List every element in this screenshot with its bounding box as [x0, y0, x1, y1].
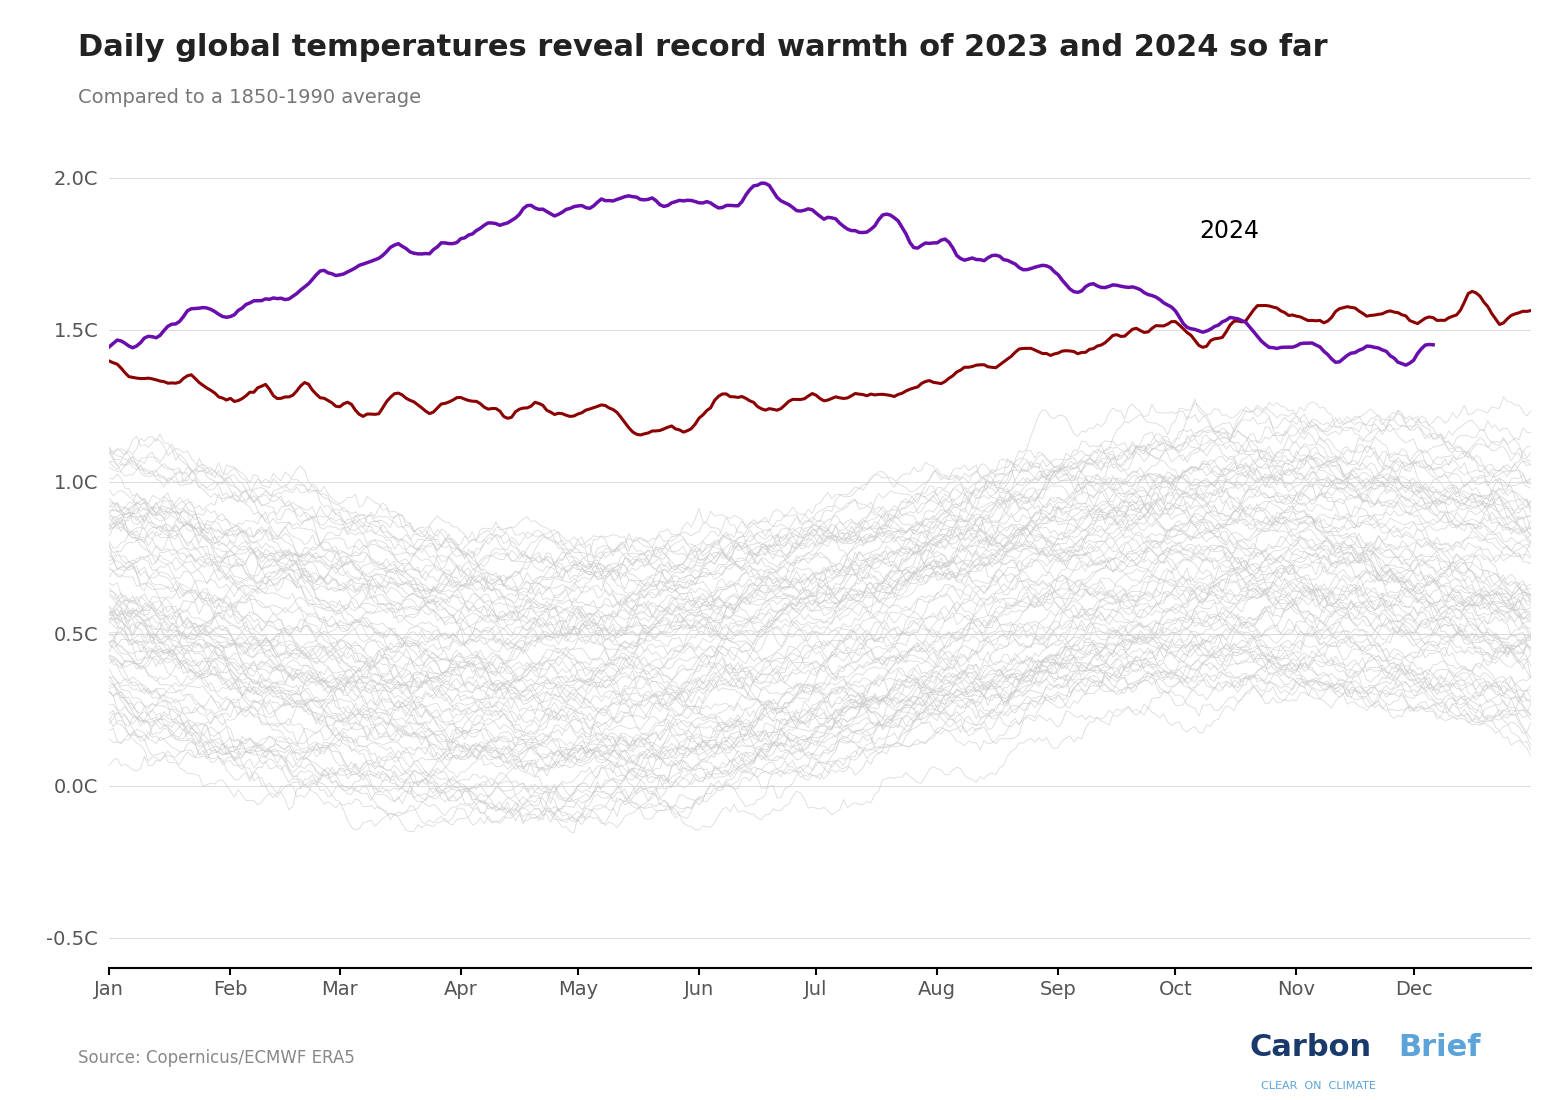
- Text: Daily global temperatures reveal record warmth of 2023 and 2024 so far: Daily global temperatures reveal record …: [78, 33, 1328, 62]
- Text: Brief: Brief: [1398, 1033, 1481, 1062]
- Text: CLEAR  ON  CLIMATE: CLEAR ON CLIMATE: [1261, 1081, 1376, 1091]
- Text: Compared to a 1850-1990 average: Compared to a 1850-1990 average: [78, 88, 422, 107]
- Text: 2024: 2024: [1200, 219, 1259, 243]
- Text: Source: Copernicus/ECMWF ERA5: Source: Copernicus/ECMWF ERA5: [78, 1049, 355, 1067]
- Text: Carbon: Carbon: [1250, 1033, 1371, 1062]
